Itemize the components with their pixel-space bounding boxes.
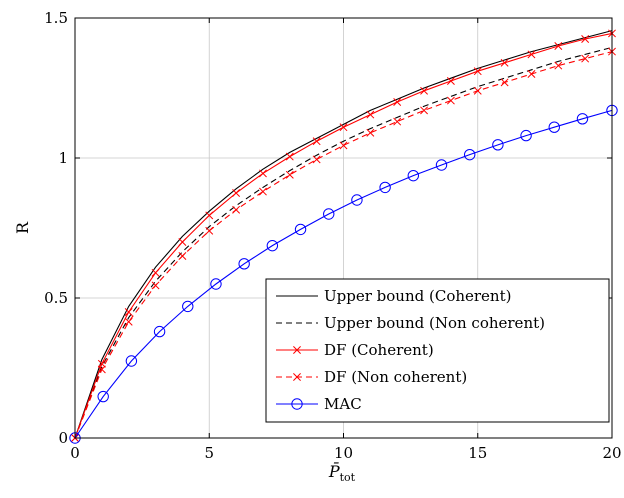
data-point-marker — [581, 54, 590, 63]
data-point-marker — [153, 325, 166, 338]
legend-entry: DF (Non coherent) — [276, 368, 467, 386]
x-axis-label-main: P̄ — [328, 460, 340, 481]
legend-label: Upper bound (Non coherent) — [324, 314, 545, 332]
data-point-marker — [548, 121, 560, 133]
x-tick-label: 15 — [468, 444, 487, 462]
y-tick-label: 1.5 — [44, 9, 68, 27]
data-point-marker — [151, 281, 160, 290]
legend-entry: DF (Coherent) — [276, 341, 434, 359]
data-point-marker — [500, 58, 509, 67]
data-point-marker — [182, 300, 194, 313]
data-point-marker — [285, 152, 294, 161]
data-point-marker — [124, 317, 133, 326]
data-point-marker — [178, 238, 187, 246]
y-tick-label: 1 — [58, 149, 68, 167]
data-point-marker — [339, 123, 348, 132]
series-line — [74, 51, 613, 439]
data-point-marker — [124, 308, 133, 316]
x-tick-label: 0 — [70, 444, 80, 462]
legend-marker — [291, 398, 303, 410]
data-point-marker — [232, 205, 241, 214]
data-point-marker — [446, 96, 455, 105]
x-tick-label: 20 — [602, 444, 621, 462]
data-point-marker — [238, 258, 250, 270]
data-point-marker — [520, 129, 532, 142]
x-tick-label: 5 — [204, 444, 214, 462]
legend-marker — [293, 373, 301, 381]
data-point-marker — [312, 137, 321, 146]
data-point-marker — [205, 226, 214, 235]
x-axis-label-subscript: tot — [340, 471, 356, 484]
data-point-marker — [97, 359, 106, 368]
legend-entry: Upper bound (Non coherent) — [276, 314, 545, 332]
data-point-marker — [258, 187, 267, 196]
data-point-marker — [151, 268, 160, 277]
y-axis-label: R — [13, 221, 32, 234]
data-point-marker — [323, 208, 335, 220]
legend-entry: MAC — [276, 395, 362, 413]
legend-marker — [293, 346, 301, 354]
data-point-marker — [97, 390, 109, 403]
data-point-marker — [379, 181, 391, 194]
data-point-marker — [527, 50, 536, 59]
data-point-marker — [446, 77, 455, 85]
data-point-marker — [407, 169, 420, 182]
data-point-marker — [266, 239, 279, 252]
legend-label: DF (Coherent) — [324, 341, 434, 359]
data-point-marker — [366, 110, 375, 119]
data-point-marker — [285, 170, 294, 179]
data-point-marker — [258, 169, 267, 178]
legend-box — [265, 278, 610, 423]
data-point-marker — [393, 117, 402, 126]
data-point-marker — [210, 278, 222, 290]
data-point-marker — [97, 365, 106, 374]
data-point-marker — [554, 61, 563, 70]
y-tick-label: 0.5 — [44, 289, 68, 307]
legend-label: Upper bound (Coherent) — [324, 287, 511, 305]
legend-label: DF (Non coherent) — [324, 368, 467, 386]
data-point-marker — [527, 70, 536, 78]
data-point-marker — [420, 106, 429, 115]
data-point-marker — [463, 148, 476, 161]
data-point-marker — [125, 355, 138, 367]
y-tick-label: 0 — [58, 429, 68, 447]
series-0 — [74, 30, 613, 439]
data-point-marker — [393, 98, 402, 106]
legend-label: MAC — [324, 395, 362, 413]
data-point-marker — [576, 113, 589, 125]
data-point-marker — [435, 159, 448, 171]
data-point-marker — [294, 223, 307, 236]
data-point-marker — [473, 67, 482, 76]
data-point-marker — [581, 35, 590, 43]
data-point-marker — [178, 252, 187, 260]
data-point-marker — [312, 155, 321, 164]
series-line — [74, 46, 613, 439]
series-1 — [74, 46, 613, 439]
ticks: 0 5 10 15 20 0 0.5 1 1.5 — [44, 9, 621, 462]
data-point-marker — [473, 86, 482, 95]
data-point-marker — [492, 139, 504, 151]
data-point-marker — [500, 78, 509, 87]
legend: Upper bound (Coherent) Upper bound (Non c… — [265, 278, 610, 423]
data-point-marker — [366, 128, 375, 137]
series-layer — [69, 29, 618, 444]
x-tick-label: 10 — [334, 444, 353, 462]
series-line — [74, 30, 613, 439]
data-point-marker — [232, 189, 241, 197]
data-point-marker — [339, 141, 348, 150]
data-point-marker — [554, 42, 563, 50]
data-point-marker — [420, 86, 429, 95]
data-point-marker — [351, 194, 363, 206]
data-point-marker — [205, 211, 214, 220]
x-axis-label: P̄tot — [328, 460, 356, 484]
legend-entry: Upper bound (Coherent) — [276, 287, 511, 305]
